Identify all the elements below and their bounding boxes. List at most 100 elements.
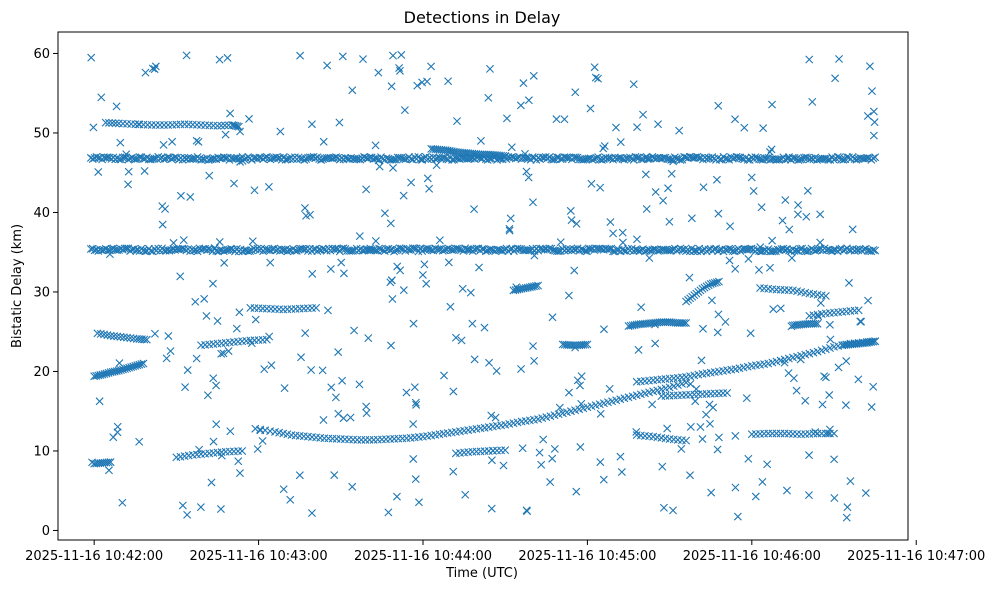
data-point [772,429,781,438]
data-point [519,79,528,88]
data-point [112,102,121,111]
data-point [134,120,143,129]
data-point [725,244,734,253]
data-point [552,153,561,162]
data-point [824,155,833,164]
x-tick-label: 2025-11-16 10:47:00 [847,549,985,564]
data-point [537,460,546,469]
data-point [698,284,707,293]
data-point [374,68,383,77]
data-point [264,182,273,191]
data-point [396,266,405,275]
data-point [587,179,596,188]
data-point [95,397,104,406]
data-point [151,121,160,130]
data-point [87,53,96,62]
data-point [599,325,608,334]
data-point [781,196,790,205]
data-point [618,238,627,247]
data-point [124,167,133,176]
data-point [691,397,700,406]
data-point [634,345,643,354]
data-point [93,329,102,338]
data-point [744,454,753,463]
data-point [545,244,554,253]
data-point [576,443,585,452]
data-point [572,487,581,496]
data-point [505,226,514,235]
data-point [215,237,224,246]
data-point [411,475,420,484]
data-point [466,288,475,297]
data-point [549,155,558,164]
data-point [766,263,774,272]
data-point [387,82,396,91]
data-point [842,357,851,366]
data-point [805,55,814,64]
data-point [449,387,458,396]
data-point [595,155,604,164]
data-point [380,209,389,218]
data-point [195,445,204,454]
data-point [397,50,406,59]
data-point [408,244,417,253]
data-point [409,454,418,463]
data-point [826,335,835,344]
data-point [596,183,605,192]
data-point [427,62,436,71]
data-point [689,247,698,256]
markers-layer [86,50,880,522]
data-point [831,74,840,83]
x-tick-label: 2025-11-16 10:42:00 [25,549,163,564]
data-point [205,171,214,180]
data-point [871,337,880,346]
data-point [276,127,285,136]
data-point [787,322,796,331]
data-point [233,122,242,131]
data-point [106,331,115,340]
data-point [524,96,533,105]
data-point [168,137,177,146]
data-point [816,299,825,308]
data-point [567,216,576,225]
y-tick-label: 40 [33,206,50,221]
data-point [388,295,397,304]
data-point [207,478,216,487]
data-point [645,254,654,262]
data-point [817,429,826,438]
data-point [616,452,625,461]
data-point [643,154,652,163]
data-point [492,366,501,375]
data-point [517,364,526,373]
data-point [248,237,257,246]
data-point [780,358,789,367]
data-point [359,55,368,64]
data-point [362,409,371,418]
data-point [140,335,149,344]
data-point [420,260,429,269]
data-point [512,283,521,292]
data-point [659,196,668,205]
data-point [823,429,832,438]
data-point [470,205,479,214]
data-point [733,512,742,521]
data-point [120,244,129,253]
data-point [869,154,878,163]
data-point [475,263,484,272]
data-point [731,115,740,124]
data-point [669,506,677,515]
data-point [756,243,765,252]
y-tick-label: 10 [33,444,50,459]
data-point [104,466,113,475]
data-point [209,374,218,383]
data-point [758,477,767,486]
data-point [491,413,500,422]
data-point [89,123,98,132]
data-point [501,152,510,161]
data-point [843,503,852,512]
data-point [266,258,275,267]
data-point [224,347,233,356]
data-point [869,107,878,116]
data-point [804,491,813,500]
data-point [754,265,763,274]
